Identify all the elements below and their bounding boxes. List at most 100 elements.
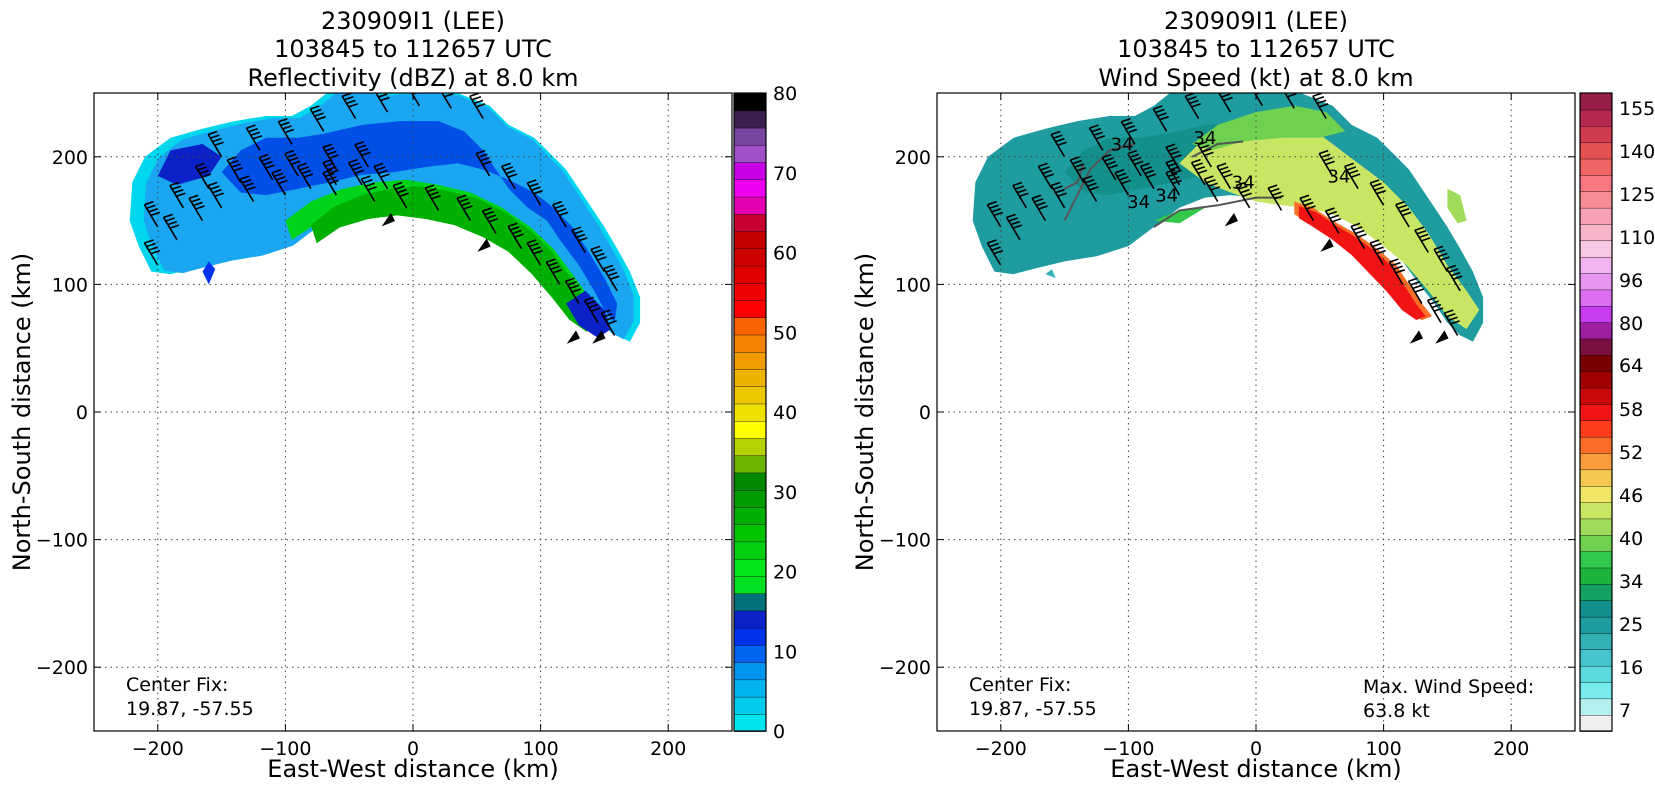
colorbar-tick-label: 40 <box>1619 528 1643 550</box>
echo-strong <box>157 144 222 185</box>
reflectivity-panel: 230909I1 (LEE) 103845 to 112657 UTC Refl… <box>8 7 797 783</box>
contour-label: 34 <box>1127 192 1150 213</box>
colorbar-segment <box>1579 321 1613 340</box>
wind-barb <box>354 140 371 168</box>
colorbar-segment <box>733 196 767 215</box>
wind-barb <box>424 184 441 211</box>
center-fix-value: 19.87, -57.55 <box>969 698 1097 720</box>
colorbar-segment <box>733 523 767 543</box>
wind-barb <box>1165 169 1182 196</box>
title-line-3: Wind Speed (kt) at 8.0 km <box>1098 64 1413 92</box>
wind-barb <box>169 181 186 209</box>
colorbar-segment <box>733 213 767 232</box>
colorbar-tick-label: 58 <box>1619 399 1643 421</box>
wind-high <box>1179 118 1480 330</box>
wind-barb <box>501 162 518 190</box>
x-tick-label: 100 <box>1365 738 1401 760</box>
colorbar-tick-label: 0 <box>773 721 785 743</box>
y-tick-label: −100 <box>36 530 88 552</box>
y-tick-label: 200 <box>895 147 931 169</box>
wind-barb <box>322 169 339 196</box>
contour-34kt <box>1191 140 1244 158</box>
wind-barb <box>188 194 205 222</box>
max-wind-label: Max. Wind Speed: <box>1363 676 1534 698</box>
wind-barb <box>143 200 161 228</box>
wind-barb <box>986 239 1004 266</box>
colorbar-segment <box>733 230 767 249</box>
wind-barb <box>1203 175 1221 202</box>
colorbar-frame <box>1579 92 1613 732</box>
colorbar-segment <box>733 661 767 681</box>
wind-barb <box>600 309 617 336</box>
title-line-2: 103845 to 112657 UTC <box>274 35 552 63</box>
wind-barb-flag <box>1224 213 1238 227</box>
y-axis-label: North-South distance (km) <box>8 253 36 572</box>
wind-barb <box>1165 143 1182 170</box>
wind-mid <box>1064 121 1461 323</box>
colorbar-tick-label: 140 <box>1619 141 1655 163</box>
colorbar-segment <box>733 420 767 439</box>
wind-isolated <box>1447 188 1467 224</box>
x-tick-label: −200 <box>132 738 184 760</box>
wind-barb <box>552 200 569 228</box>
wind-barb <box>1069 156 1087 183</box>
wind-barb <box>986 200 1004 228</box>
wind-barb <box>456 194 473 222</box>
wind-barb <box>1284 93 1297 109</box>
echo-green-dark <box>310 186 596 332</box>
contour-label: 34 <box>1155 185 1178 206</box>
x-tick-label: −100 <box>259 738 311 760</box>
colorbar-segment <box>733 644 767 663</box>
wind-barb <box>284 149 301 177</box>
wind-barb <box>226 156 244 183</box>
y-tick-label: −100 <box>879 530 931 552</box>
colorbar-frame <box>733 92 767 732</box>
wind-barb <box>1267 184 1284 211</box>
colorbar-tick-label: 40 <box>773 402 797 424</box>
echo-isolated <box>202 261 216 285</box>
wind-barb <box>143 239 161 266</box>
colorbar-segment <box>1579 714 1613 732</box>
colorbar-segment <box>1579 403 1613 421</box>
colorbar-segment <box>1579 92 1613 111</box>
colorbar-segment <box>1579 289 1613 307</box>
contour-34kt <box>1063 143 1136 222</box>
colorbar-segment <box>1579 534 1613 552</box>
colorbar-segment <box>733 627 767 646</box>
wind-barb <box>1197 140 1214 168</box>
colorbar-segment <box>733 179 767 198</box>
wind-barb <box>347 158 365 186</box>
colorbar-segment <box>1579 125 1613 143</box>
colorbar-segment <box>733 506 767 525</box>
x-axis-label: East-West distance (km) <box>1110 755 1401 783</box>
colorbar-segment <box>733 144 767 163</box>
colorbar-segment <box>1579 583 1613 601</box>
wind-barb <box>271 169 288 196</box>
colorbar-segment <box>1579 190 1613 209</box>
colorbar-segment <box>733 454 767 474</box>
echo-strong <box>221 121 618 323</box>
colorbar-segment <box>1579 665 1613 683</box>
colorbar-segment <box>733 385 767 405</box>
colorbar-segment <box>733 299 767 318</box>
contour-34kt <box>1153 196 1282 228</box>
colorbar-segment <box>733 403 767 422</box>
contour-label: 34 <box>1232 173 1255 194</box>
colorbar-segment <box>1579 109 1613 127</box>
colorbar-tick-label: 125 <box>1619 184 1655 206</box>
wind-barb <box>258 153 275 181</box>
wind-barb-flag <box>477 238 491 252</box>
wind-barb <box>1216 162 1233 190</box>
colorbar-segment <box>1579 501 1613 520</box>
grid-lines <box>937 93 1575 731</box>
wind-barb <box>1037 162 1055 190</box>
wind-barb <box>1443 309 1460 336</box>
wind-barb <box>1299 194 1316 222</box>
colorbar-segment <box>733 575 767 594</box>
wind-barb <box>571 226 588 253</box>
colorbar-segment <box>733 282 767 301</box>
wind-barb <box>1114 169 1131 196</box>
y-axis-label: North-South distance (km) <box>851 253 879 572</box>
